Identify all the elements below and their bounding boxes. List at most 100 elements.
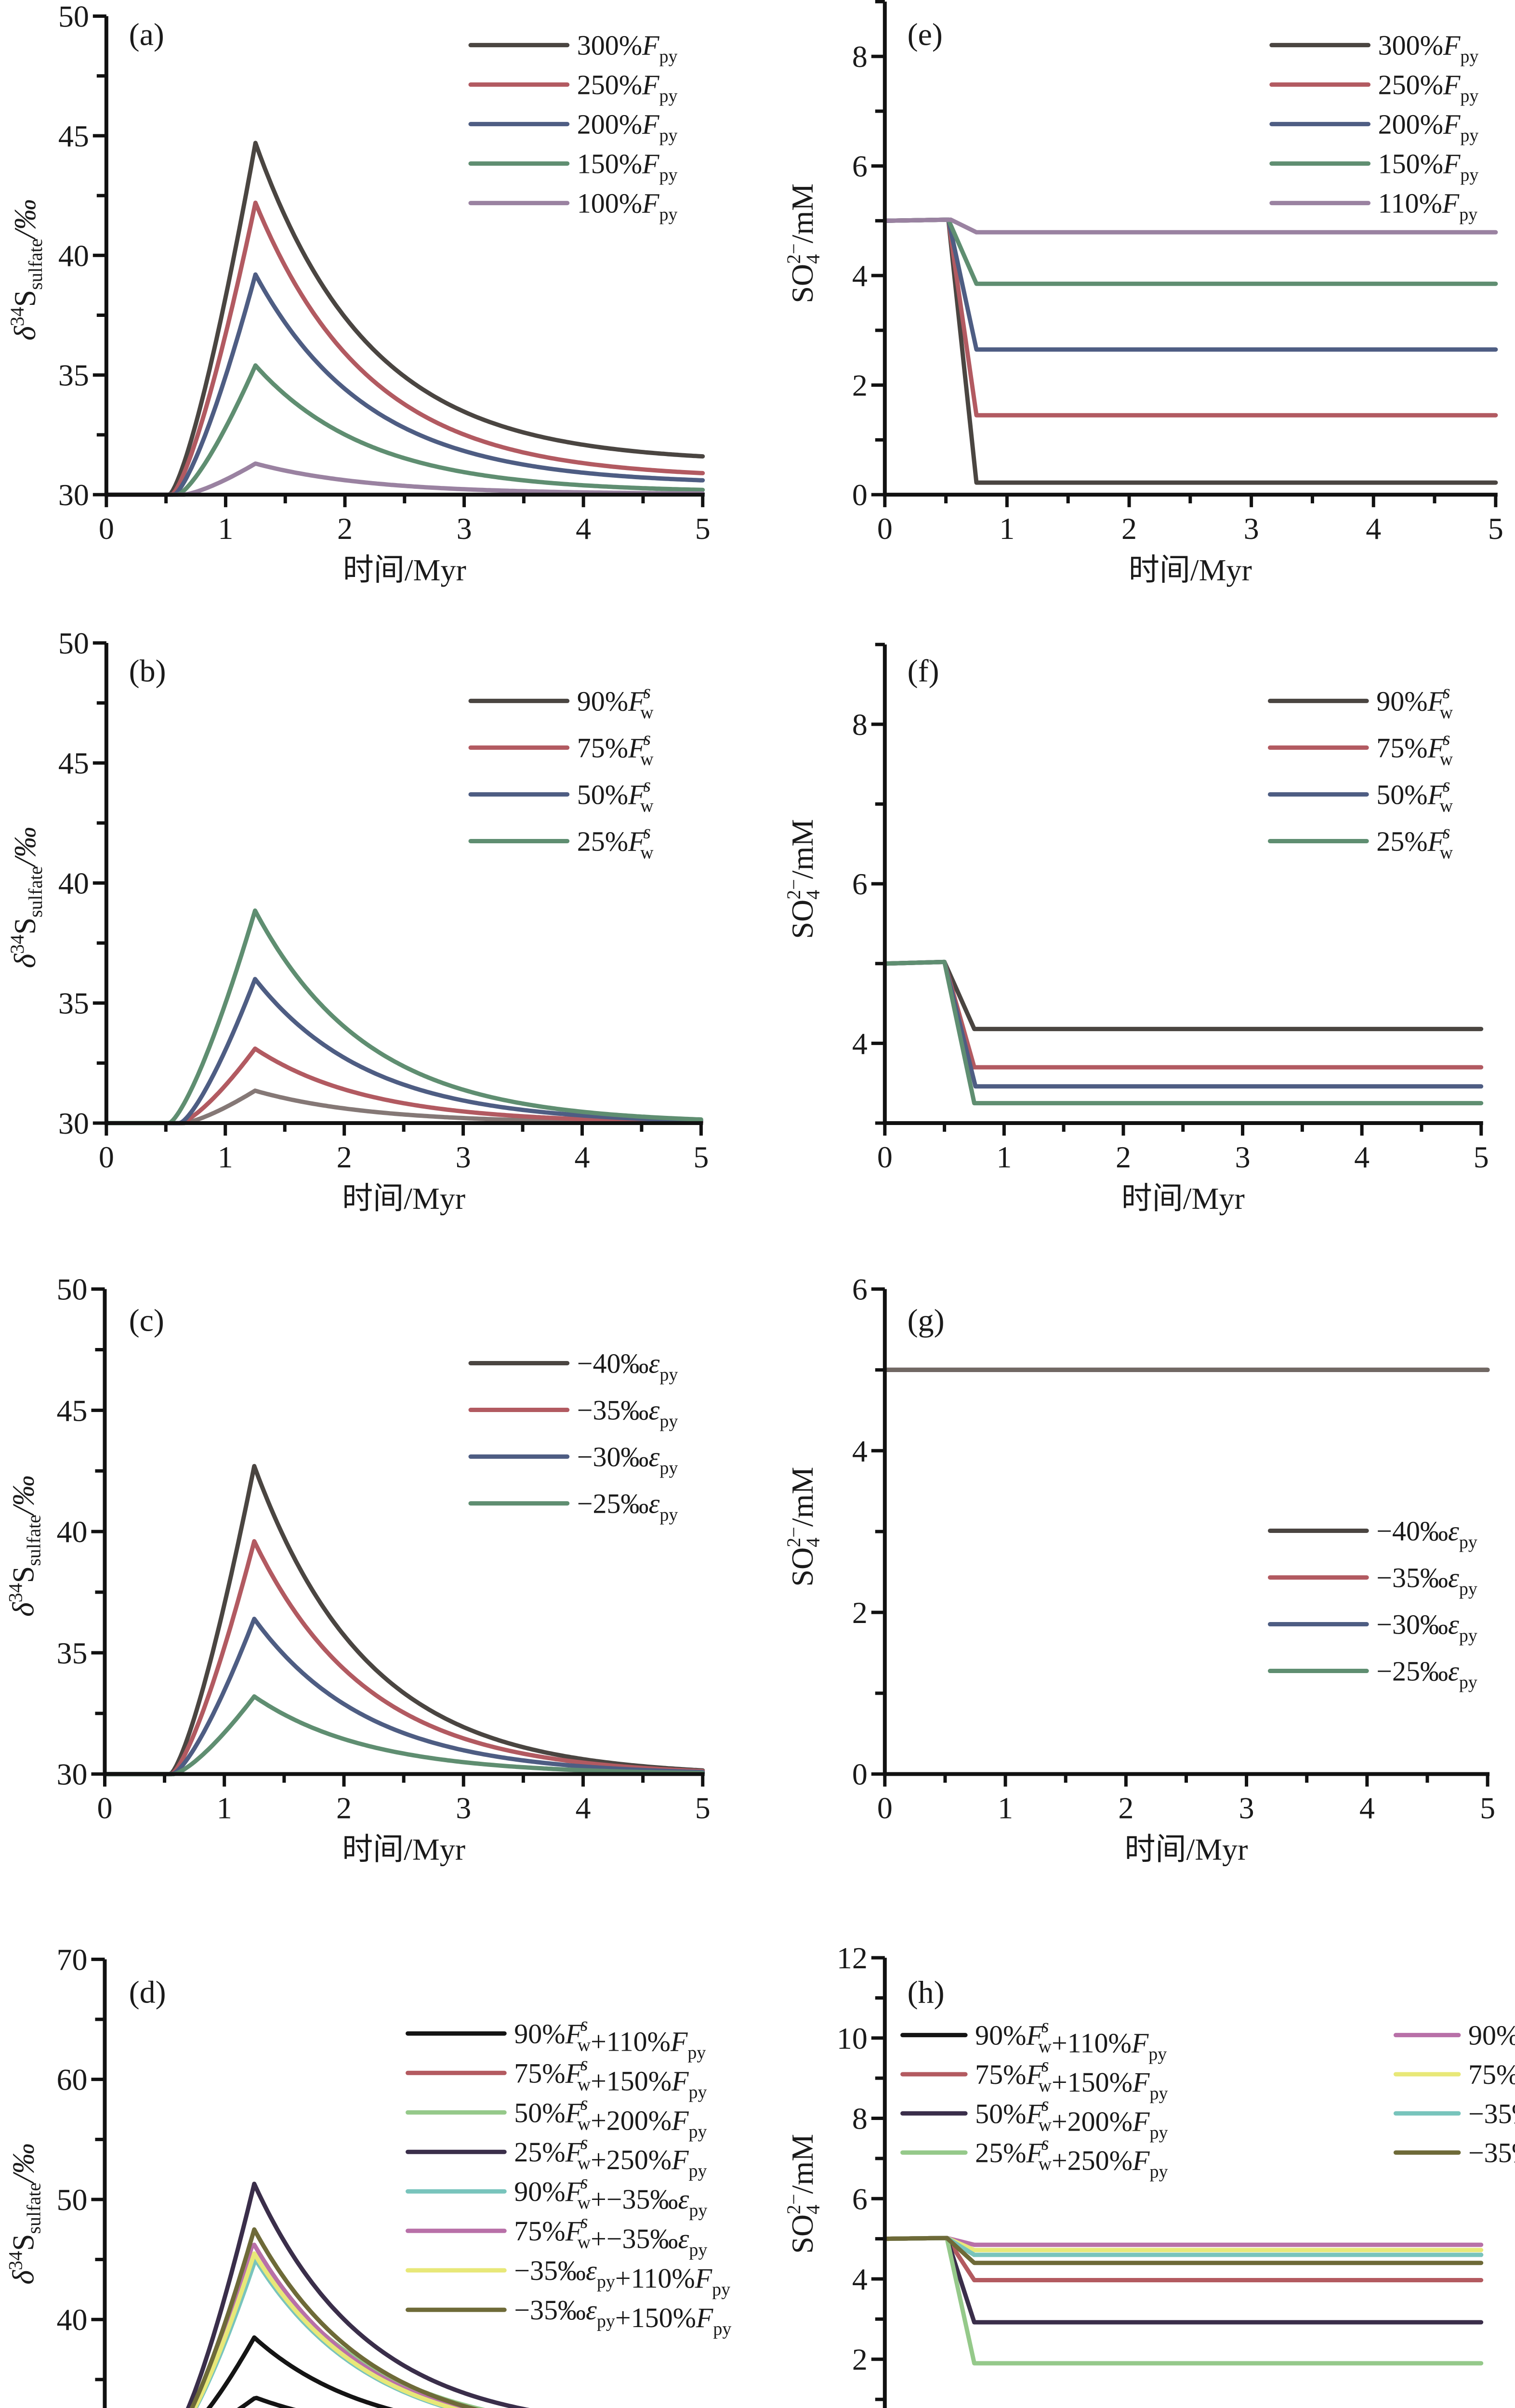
legend-item: 75%Fsw [1270, 727, 1453, 769]
x-tick-label: 3 [457, 511, 472, 546]
legend-label-sub2: py [713, 2319, 731, 2339]
legend-label-text: 250%Fpy [577, 69, 678, 106]
y-title-delta: δ [8, 326, 42, 340]
legend-label-text: 75%Fsw+150%Fpy [514, 2053, 707, 2102]
legend-label-value: −25‰ [577, 1488, 649, 1519]
panel-label: (d) [129, 1975, 166, 2010]
legend-label-value: 75% [514, 2215, 565, 2247]
panel-d: 0123453040506070时间/Myrδ34Ssulfate/‰(d)90… [4, 1942, 731, 2408]
x-tick-label: 5 [1474, 1140, 1489, 1174]
legend-label-value: −35‰ [514, 2294, 586, 2326]
y-title-sup: 34 [6, 307, 28, 326]
panel-a: 0123453035404550时间/Myrδ34Ssulfate/‰(a)30… [6, 0, 711, 587]
y-tick-label: 50 [58, 0, 89, 33]
y-axis-title: SO42−/mM [783, 183, 824, 303]
legend-label-sub: w [578, 2232, 591, 2252]
x-axis-title: 时间/Myr [343, 553, 466, 587]
legend-label-sub2: py [689, 2240, 707, 2260]
y-title-main: SO [785, 2214, 819, 2254]
legend: 90%Fsw+110%Fpy75%Fsw+150%Fpy50%Fsw+200%F… [408, 2013, 731, 2339]
legend-label-value2: +−35‰ [591, 2184, 678, 2215]
panel-label: (f) [908, 654, 939, 689]
legend-label-sub: py [659, 126, 678, 146]
y-axis-title: SO42−/mM [783, 2134, 824, 2254]
legend-label-text: −25‰εpy [577, 1488, 678, 1525]
legend-label-sup: s [1443, 681, 1450, 702]
legend-label-symbol2: ε [678, 2184, 689, 2215]
x-tick-label: 1 [998, 1791, 1013, 1825]
x-tick-label: 0 [97, 1791, 112, 1825]
y-title-sub: 4 [802, 1538, 824, 1547]
y-tick-label: 40 [58, 238, 89, 273]
legend-label-sup: s [644, 774, 651, 796]
legend-label-sub: py [1460, 86, 1478, 106]
x-tick-label: 2 [1121, 511, 1137, 546]
legend-label-text: 75%Fsw [1376, 727, 1453, 769]
y-tick-label: 35 [56, 1636, 87, 1670]
legend-label-text: 50%Fsw+200%Fpy [514, 2092, 707, 2142]
legend-item: 50%Fsw [1270, 774, 1453, 816]
legend-label-text: 90%Fsw+−35‰εpy [1468, 2015, 1515, 2065]
y-title-sub: sulfate [23, 2183, 44, 2234]
legend-label-symbol: ε [648, 1348, 659, 1379]
legend-label-sub2: py [1149, 2122, 1168, 2143]
legend-label-sup: s [644, 821, 651, 842]
legend-label-sub: w [640, 749, 654, 769]
legend-label-sub: py [659, 86, 678, 106]
y-title-sub: 4 [802, 890, 824, 900]
legend-label-text: 110%Fpy [1378, 188, 1478, 225]
legend: 90%Fsw75%Fsw50%Fsw25%Fsw [471, 681, 654, 863]
legend-label-value: 50% [514, 2097, 565, 2128]
legend-label-text: 75%Fsw+−35‰εpy [514, 2211, 707, 2260]
y-title-main: S [8, 917, 42, 935]
legend-label-sup: s [644, 681, 651, 702]
legend-label-text: 150%Fpy [577, 148, 678, 185]
legend-item: 90%Fsw [1270, 681, 1453, 722]
x-axis-title: 时间/Myr [1124, 1832, 1248, 1867]
legend-item: 50%Fsw+200%Fpy [408, 2092, 707, 2142]
legend-label-symbol2: F [695, 2263, 712, 2294]
y-title-sup: 34 [4, 1583, 26, 1602]
legend-label-value: −40‰ [1376, 1515, 1448, 1546]
y-title-sup: 2− [783, 243, 804, 264]
legend-label-symbol: ε [648, 1441, 659, 1473]
legend-item: −35‰εpy+110%Fpy [1396, 2098, 1515, 2143]
legend-label-value: 75% [975, 2059, 1026, 2090]
legend-label-sub: w [1440, 749, 1453, 769]
y-tick-label: 30 [56, 1757, 87, 1792]
y-title-sup: 2− [783, 2194, 804, 2214]
x-tick-label: 5 [695, 1791, 711, 1825]
x-tick-label: 0 [877, 1140, 893, 1174]
y-tick-label: 70 [56, 1942, 87, 1976]
legend-label-value: 90% [514, 2018, 565, 2049]
panel-label: (h) [908, 1975, 945, 2010]
legend-label-symbol2: F [1132, 2106, 1150, 2137]
series-line-b-3 [106, 911, 701, 1123]
legend-item: 200%Fpy [1272, 109, 1479, 146]
legend-label-sup: s [580, 2132, 588, 2153]
legend-label-sub: py [659, 1505, 678, 1525]
legend-label-value: −25‰ [1376, 1656, 1448, 1687]
legend-label-sub: w [578, 2153, 591, 2173]
x-tick-label: 5 [1480, 1791, 1495, 1825]
legend-label-text: 25%Fsw+250%Fpy [514, 2132, 707, 2181]
legend-label-sub2: py [687, 2042, 706, 2063]
legend-label-sub: py [659, 205, 678, 225]
legend-label-value: 300% [577, 30, 642, 61]
legend-item: 150%Fpy [1272, 148, 1479, 185]
legend-label-text: 90%Fsw [577, 681, 654, 722]
legend-label-sub: py [659, 1365, 678, 1385]
y-tick-label: 6 [852, 149, 868, 183]
legend-label-value: −35‰ [577, 1395, 649, 1426]
series-line-e-1 [885, 220, 1496, 415]
legend-label-sup: s [580, 2171, 588, 2193]
legend-label-text: 200%Fpy [1378, 109, 1479, 146]
y-title-unit: /‰ [8, 827, 42, 868]
series-line-f-1 [885, 962, 1481, 1067]
legend-label-value: 50% [975, 2098, 1026, 2129]
legend-item: −25‰εpy [471, 1488, 678, 1525]
y-tick-label: 10 [837, 2021, 868, 2055]
y-tick-label: 12 [837, 1941, 868, 1975]
legend-label-value: −40‰ [577, 1348, 649, 1379]
legend-label-text: 25%Fsw [577, 821, 654, 863]
